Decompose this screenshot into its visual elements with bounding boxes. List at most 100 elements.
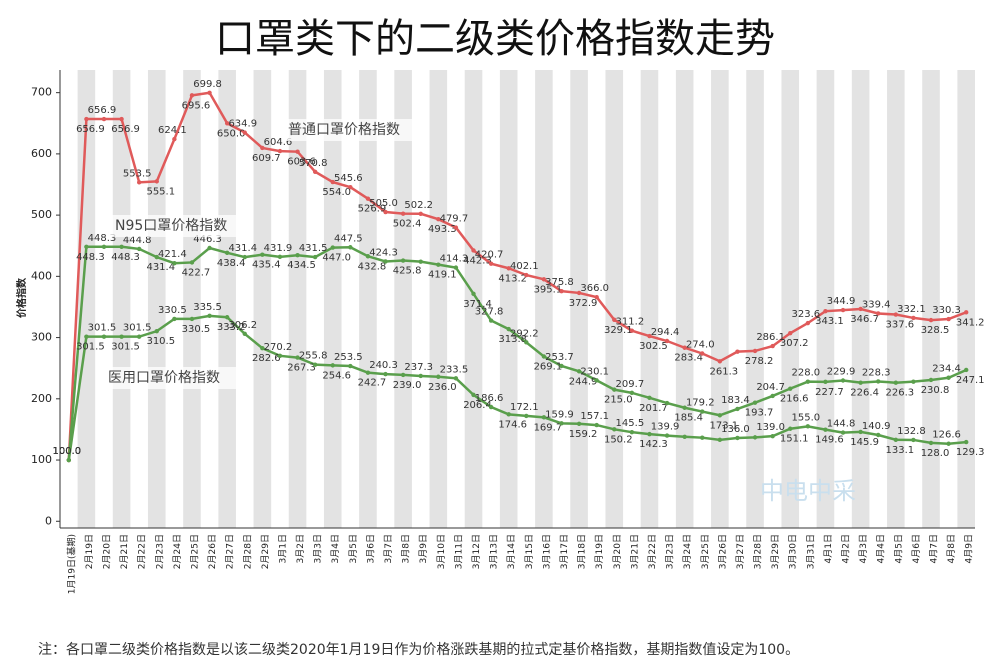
- data-label: 145.9: [850, 437, 879, 448]
- data-label: 421.4: [158, 249, 187, 260]
- data-label: 151.1: [780, 434, 809, 445]
- data-label: 254.6: [322, 370, 351, 381]
- data-label: 269.1: [534, 361, 563, 372]
- data-label: 695.6: [182, 100, 211, 111]
- series-name: N95口罩价格指数: [115, 218, 227, 234]
- data-label: 159.2: [569, 429, 598, 440]
- data-label: 100.0: [52, 446, 81, 457]
- stripe: [218, 70, 236, 528]
- data-label: 206.4: [463, 400, 492, 411]
- x-tick-label: 3月22日: [647, 534, 658, 569]
- point: [700, 409, 705, 414]
- stripe: [183, 70, 201, 528]
- point: [876, 311, 881, 316]
- point: [295, 355, 300, 360]
- stripe: [781, 70, 800, 528]
- data-label: 432.8: [358, 261, 387, 272]
- data-label: 139.0: [756, 422, 785, 433]
- y-tick-label: 0: [45, 514, 52, 527]
- data-label: 270.2: [264, 342, 293, 353]
- point: [154, 179, 159, 184]
- point: [365, 370, 371, 375]
- data-label: 502.2: [404, 200, 433, 211]
- point: [612, 427, 617, 432]
- x-tick-label: 4月3日: [858, 534, 869, 563]
- point: [788, 386, 793, 391]
- stripe: [112, 70, 131, 528]
- data-label: 328.5: [921, 325, 950, 336]
- y-tick-label: 100: [31, 453, 52, 466]
- x-tick-label: 3月17日: [559, 534, 570, 569]
- y-tick-label: 300: [31, 331, 52, 344]
- point: [541, 277, 547, 282]
- point: [752, 435, 758, 440]
- x-tick-label: 2月24日: [172, 534, 183, 569]
- point: [946, 316, 951, 322]
- stripe: [359, 70, 377, 528]
- point: [136, 246, 142, 252]
- data-label: 230.1: [580, 366, 609, 377]
- legend-bg: [284, 119, 422, 141]
- data-label: 204.7: [756, 382, 785, 393]
- point: [506, 266, 511, 271]
- x-tick-label: 2月28日: [242, 534, 253, 569]
- legend-bg: [111, 215, 249, 237]
- data-label: 335.5: [193, 302, 222, 313]
- x-tick-label: 3月23日: [665, 534, 676, 569]
- data-label: 438.4: [217, 258, 246, 269]
- data-label: 310.5: [146, 336, 175, 347]
- data-label: 424.3: [369, 247, 398, 258]
- point: [840, 307, 846, 313]
- stripe: [605, 70, 624, 528]
- point: [876, 432, 881, 438]
- point: [84, 244, 89, 249]
- data-label: 656.9: [88, 105, 117, 116]
- point: [136, 180, 142, 185]
- data-label: 140.9: [862, 421, 891, 432]
- point: [400, 372, 406, 378]
- series-name: 普通口罩价格指数: [288, 122, 400, 138]
- stripe: [464, 70, 483, 528]
- point: [928, 440, 934, 446]
- point: [752, 400, 758, 405]
- point: [805, 379, 811, 384]
- data-label: 237.3: [404, 362, 433, 373]
- data-label: 339.4: [862, 299, 891, 310]
- point: [629, 390, 635, 396]
- data-label: 240.3: [369, 360, 398, 371]
- point: [119, 116, 124, 122]
- point: [946, 441, 951, 446]
- point: [436, 217, 441, 222]
- data-label: 444.8: [123, 235, 152, 246]
- point: [101, 116, 107, 122]
- point: [647, 431, 652, 437]
- x-tick-label: 3月19日: [594, 534, 605, 569]
- data-label: 278.2: [745, 356, 774, 367]
- x-tick-label: 2月25日: [189, 534, 200, 569]
- point: [770, 343, 775, 349]
- point: [893, 312, 899, 317]
- point: [312, 169, 318, 174]
- point: [172, 136, 177, 142]
- point: [224, 121, 230, 126]
- stripe: [957, 70, 975, 528]
- point: [735, 406, 740, 412]
- stripe: [429, 70, 448, 528]
- point: [136, 334, 142, 339]
- data-label: 604.6: [264, 137, 293, 148]
- point: [928, 317, 934, 323]
- data-label: 435.4: [252, 260, 281, 271]
- point: [365, 196, 371, 201]
- point: [541, 354, 547, 359]
- point: [576, 421, 582, 426]
- data-label: 174.6: [498, 419, 527, 430]
- point: [383, 259, 388, 264]
- data-label: 395.1: [534, 284, 563, 295]
- data-label: 413.2: [498, 273, 527, 284]
- point: [66, 457, 71, 463]
- point: [172, 261, 177, 266]
- point: [594, 294, 599, 300]
- x-tick-label: 3月26日: [717, 534, 728, 569]
- data-label: 372.9: [569, 298, 598, 309]
- data-label: 329.1: [604, 325, 633, 336]
